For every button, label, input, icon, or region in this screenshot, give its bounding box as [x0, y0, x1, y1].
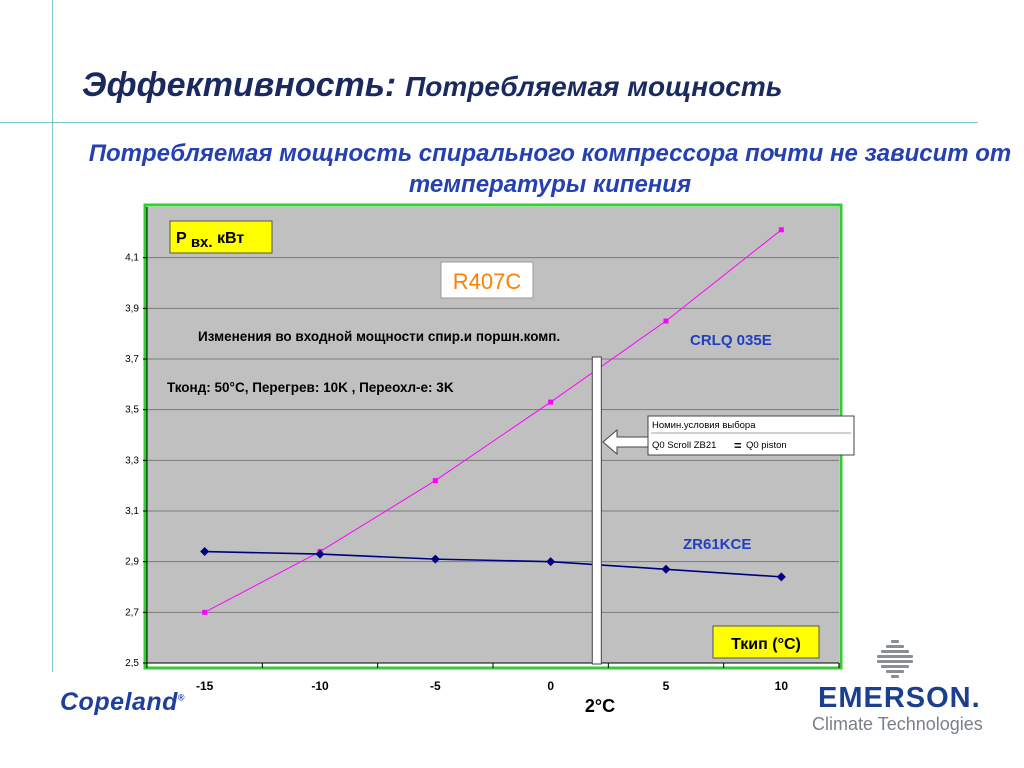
nominal-eq: = [734, 438, 742, 453]
grid [147, 257, 839, 613]
y-tick-labels: 4,1 3,9 3,7 3,5 3,3 3,1 2,9 2,7 2,5 [125, 253, 147, 669]
y-tick-label: 3,3 [125, 455, 139, 466]
data-point [661, 564, 671, 574]
annotation-change: Изменения во входной мощности спир.и пор… [198, 329, 560, 344]
annotation-conditions: Тконд: 50°C, Перегрев: 10K , Переохл-е: … [167, 380, 454, 395]
y-tick-label: 2,7 [125, 607, 139, 618]
series-label-crlq: CRLQ 035E [690, 332, 772, 349]
y-tick-label: 3,7 [125, 354, 139, 365]
data-point [315, 549, 325, 559]
nominal-line1: Номин.условия выбора [652, 420, 756, 431]
emerson-emblem-icon [877, 640, 913, 678]
x-tick-label: 0 [547, 679, 554, 693]
data-point [663, 318, 669, 324]
title-main: Эффективность: [82, 66, 397, 104]
data-point [548, 399, 554, 405]
slide-title: Эффективность: Потребляемая мощность [82, 66, 782, 105]
series-line-0 [204, 229, 782, 613]
refrigerant-label: R407C [453, 269, 522, 294]
x-tick-label: -10 [311, 679, 329, 693]
y-tick-label: 3,9 [125, 303, 139, 314]
nominal-callout: Номин.условия выбора Q0 Scroll ZB21 = Q0… [602, 415, 855, 456]
title-sub: Потребляемая мощность [405, 71, 783, 102]
y-tick-label: 3,5 [125, 405, 139, 416]
ylabel-box: P вх. кВт [169, 220, 273, 254]
data-point [776, 572, 786, 582]
refrigerant-box: R407C [440, 261, 534, 299]
x-tick-label: -5 [430, 679, 441, 693]
data-point [202, 609, 208, 615]
x-axis-label: Ткип (°C) [731, 636, 801, 653]
emerson-subtitle: Climate Technologies [812, 714, 983, 734]
data-point [200, 547, 210, 557]
emerson-period: . [971, 682, 981, 714]
copeland-text: Copeland [60, 688, 178, 716]
nominal-right: Q0 piston [746, 440, 787, 451]
y-tick-label: 3,1 [125, 506, 139, 517]
copeland-registered-mark: ® [177, 692, 186, 703]
x-tick-labels: -15 -10 -5 0 5 10 [146, 663, 840, 693]
x-tick-label: -15 [196, 679, 214, 693]
y-axis-label: P вх. кВт [176, 230, 244, 251]
decor-vertical-line [52, 0, 53, 672]
data-point [430, 554, 440, 564]
emerson-wordmark: EMERSON. [818, 682, 981, 715]
y-tick-label: 4,1 [125, 253, 139, 264]
series-layer [200, 227, 786, 615]
temperature-marker-bar [591, 356, 602, 665]
nominal-left: Q0 Scroll ZB21 [652, 440, 716, 451]
marker-label: 2°C [585, 696, 615, 716]
y-tick-label: 2,9 [125, 557, 139, 568]
x-tick-label: 10 [775, 679, 789, 693]
data-point [432, 478, 438, 484]
copeland-logo: Copeland® [60, 688, 185, 717]
xlabel-box: Ткип (°C) [712, 625, 820, 659]
series-line-1 [204, 550, 782, 578]
data-point [778, 227, 784, 233]
slide-subtitle: Потребляемая мощность спирального компре… [88, 140, 1012, 198]
emerson-text: EMERSON [818, 682, 972, 714]
x-tick-label: 5 [663, 679, 670, 693]
series-label-zr61: ZR61KCE [683, 536, 751, 553]
data-point [546, 557, 556, 567]
y-tick-label: 2,5 [125, 658, 139, 669]
decor-horizontal-line [0, 122, 978, 123]
